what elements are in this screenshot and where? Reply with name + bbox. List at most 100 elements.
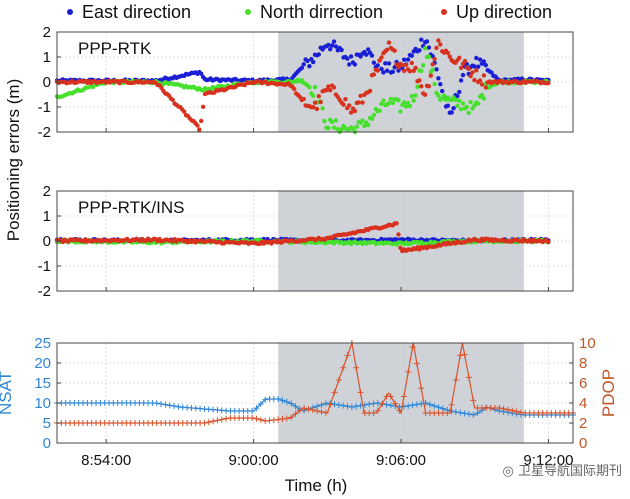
data-point [457,352,464,359]
data-point [311,59,316,65]
data-point [366,401,373,408]
data-point [377,108,382,113]
y-tick-label: -1 [38,99,51,116]
data-point [301,62,306,67]
data-point [435,404,442,411]
data-point [407,103,413,109]
data-point [426,401,433,408]
data-point [324,88,329,93]
data-point [181,109,187,114]
data-point [392,48,397,53]
data-point [388,96,394,102]
data-point [318,408,325,415]
data-point [472,77,477,83]
data-point [257,400,264,407]
wechat-icon: ◎ [502,464,514,479]
y-tick-label: 0 [43,435,51,452]
data-point [201,420,208,426]
panel-title: PPP-RTK [78,39,152,58]
data-point [288,400,295,407]
y-tick-label: 5 [43,415,51,432]
data-point [205,419,212,426]
data-point [329,119,335,125]
legend: East direction North dirrection Up direc… [67,2,552,22]
data-point [472,64,477,69]
data-point [398,245,403,250]
data-point [455,103,460,109]
data-point [403,104,409,109]
data-point [481,96,487,101]
data-point [457,89,462,95]
data-point [348,110,354,115]
data-point [458,107,464,112]
data-point [348,404,355,410]
data-point [452,408,459,415]
data-point [418,400,425,407]
data-point [387,393,394,400]
data-point [353,364,360,371]
data-point [347,62,352,67]
data-point [312,100,318,105]
y-right-axis-label: PDOP [599,369,618,417]
data-point [367,88,373,94]
data-point [476,101,481,106]
data-point [162,401,169,408]
data-point [301,405,308,412]
data-point [417,78,422,83]
legend-label-up: Up direction [456,2,552,22]
data-point [489,70,494,75]
data-point [413,360,420,367]
data-point [500,405,507,412]
data-point [411,98,416,103]
data-point [464,104,469,110]
data-point [375,68,380,73]
x-axis-label: Time (h) [285,476,348,495]
data-point [345,56,350,61]
data-point [386,40,392,45]
data-point [331,85,337,90]
data-point [270,417,277,424]
data-point [396,407,403,414]
data-point [386,61,392,66]
data-point [288,414,295,421]
data-point [311,105,316,110]
data-point [462,58,468,64]
data-point [461,351,468,358]
data-point [199,118,204,124]
data-point [457,98,462,104]
data-point [352,108,358,114]
data-point [403,62,409,68]
data-point [275,396,282,402]
data-point [430,67,435,73]
data-point [379,400,386,407]
data-point [253,405,260,412]
data-point [366,122,371,128]
data-point [354,124,359,129]
data-point [360,118,365,123]
data-point [477,57,483,62]
data-point [448,408,455,415]
data-point [504,406,511,413]
data-point [379,55,384,60]
data-point [384,68,390,73]
data-point [413,401,420,408]
y-tick-label: 25 [34,335,51,352]
y-right-tick-label: 2 [579,415,587,432]
y-tick-label: 1 [43,208,51,225]
data-point [348,54,354,59]
data-point [483,85,488,90]
data-point [396,68,401,73]
data-point [474,68,479,73]
watermark: ◎ 卫星导航国际期刊 [503,460,623,479]
data-point [322,118,327,124]
data-point [405,368,412,375]
data-point [434,67,439,72]
data-point [326,84,331,89]
data-point [296,407,303,414]
data-point [546,239,551,245]
data-point [327,401,334,408]
data-point [312,84,318,90]
data-point [390,69,395,75]
data-point [451,106,456,111]
